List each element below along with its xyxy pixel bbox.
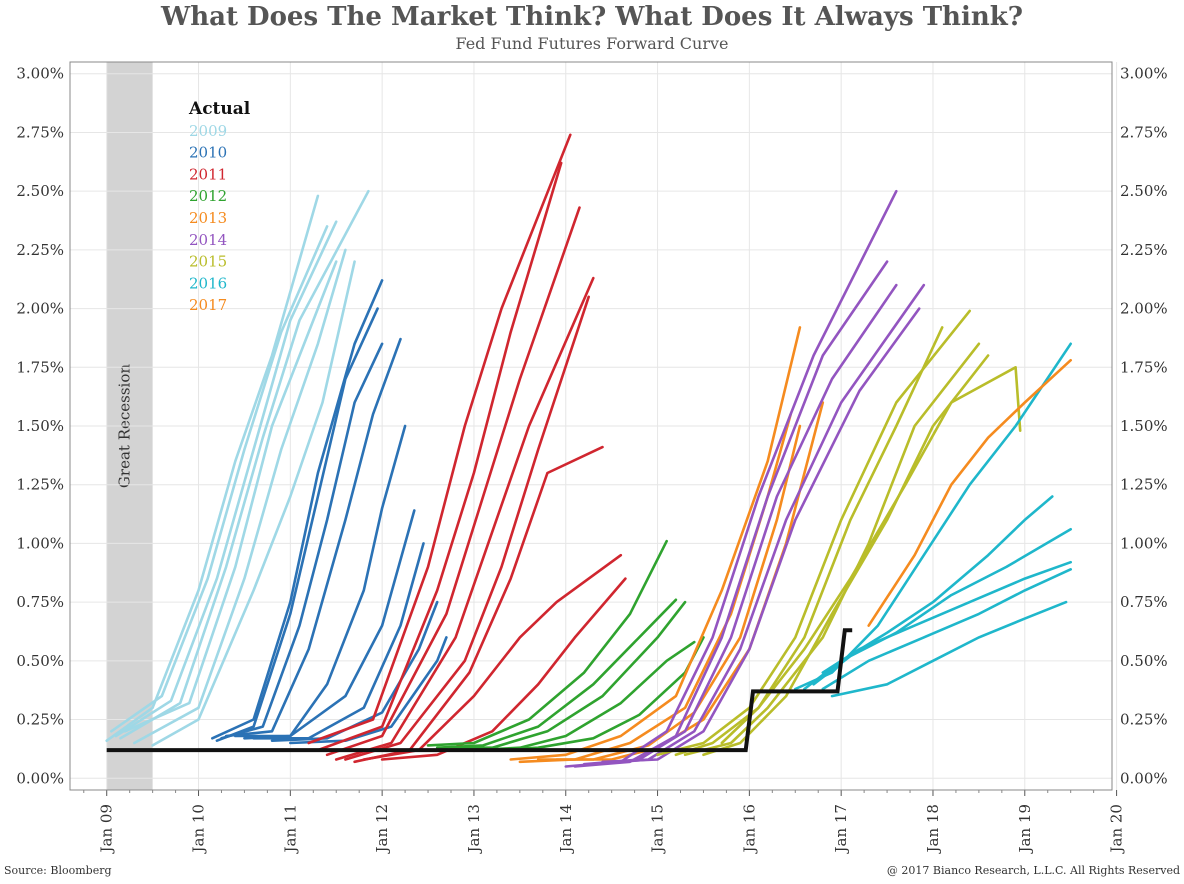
curve-2017-1 (867, 358, 1072, 627)
y-tick-label-left: 0.00% (16, 769, 64, 787)
curve-2009-4 (119, 189, 370, 740)
curve-2012-2 (435, 598, 678, 749)
curve-2010-8 (270, 600, 439, 742)
y-tick-label-right: 3.00% (1120, 65, 1168, 83)
y-tick-label-left: 1.50% (16, 417, 64, 435)
curve-2015-1 (656, 309, 971, 757)
curve-2009-7 (151, 260, 356, 747)
y-tick-label-left: 0.50% (16, 652, 64, 670)
curve-2011-4 (334, 276, 595, 761)
copyright-note: @ 2017 Bianco Research, L.L.C. All Right… (886, 864, 1180, 877)
legend-item-2009: 2009 (189, 122, 227, 140)
y-tick-label-right: 1.75% (1120, 358, 1168, 376)
x-tick-label: Jan 19 (1016, 804, 1034, 854)
y-tick-label-left: 0.75% (16, 593, 64, 611)
y-tick-label-left: 2.50% (16, 182, 64, 200)
curve-2015-5 (720, 366, 1022, 745)
x-tick-label: Jan 09 (98, 804, 116, 854)
y-tick-label-right: 0.00% (1120, 769, 1168, 787)
curve-2011-5 (344, 295, 590, 761)
x-tick-label: Jan 17 (832, 804, 850, 854)
curve-2010-2 (215, 307, 379, 742)
x-tick-label: Jan 16 (740, 804, 758, 854)
curve-2011-3 (325, 206, 581, 757)
y-tick-label-left: 1.75% (16, 358, 64, 376)
curve-2009-5 (123, 260, 338, 733)
y-tick-label-left: 0.25% (16, 711, 64, 729)
curve-2011-1 (307, 133, 572, 745)
source-note: Source: Bloomberg (4, 864, 112, 877)
curve-2015-3 (683, 342, 981, 757)
curve-2016-3 (812, 528, 1072, 686)
y-tick-label-right: 0.50% (1120, 652, 1168, 670)
y-tick-label-left: 3.00% (16, 65, 64, 83)
curve-2014-5 (601, 307, 921, 764)
curve-2016-4 (821, 560, 1072, 674)
y-tick-label-right: 1.50% (1120, 417, 1168, 435)
y-tick-label-right: 1.25% (1120, 476, 1168, 494)
y-tick-label-left: 1.25% (16, 476, 64, 494)
actual-fed-funds-line (106, 628, 853, 753)
legend-item-2010: 2010 (189, 144, 227, 162)
x-tick-label: Jan 20 (1108, 804, 1126, 854)
x-tick-label: Jan 12 (373, 804, 391, 854)
legend-item-2016: 2016 (189, 274, 227, 292)
curve-2010-3 (220, 342, 384, 740)
x-tick-label: Jan 10 (190, 804, 208, 854)
legend-item-2012: 2012 (189, 187, 227, 205)
x-tick-label: Jan 15 (649, 804, 667, 854)
curve-2009-3 (114, 220, 338, 738)
y-tick-label-left: 2.75% (16, 123, 64, 141)
y-tick-label-left: 1.00% (16, 534, 64, 552)
curve-2012-3 (454, 600, 687, 749)
curve-2010-7 (252, 542, 425, 740)
curve-2015-4 (702, 354, 990, 757)
y-tick-label-right: 0.25% (1120, 711, 1168, 729)
y-tick-label-right: 2.25% (1120, 241, 1168, 259)
legend-item-2014: 2014 (189, 231, 227, 249)
legend-item-2013: 2013 (189, 209, 227, 227)
curve-2016-1 (794, 342, 1072, 691)
curve-2010-9 (289, 636, 448, 745)
x-tick-label: Jan 13 (465, 804, 483, 854)
y-tick-label-left: 2.00% (16, 300, 64, 318)
curve-2013-1 (509, 326, 802, 761)
curve-2011-2 (316, 161, 563, 752)
curve-2010-4 (224, 337, 402, 738)
curve-2015-2 (674, 326, 944, 757)
curve-2010-6 (243, 509, 416, 740)
chart-title: What Does The Market Think? What Does It… (161, 2, 1023, 32)
curve-2009-2 (110, 225, 329, 733)
curve-2011-7 (362, 553, 623, 761)
legend-item-2011: 2011 (189, 165, 227, 183)
chart-subtitle: Fed Fund Futures Forward Curve (455, 34, 729, 53)
curve-2009-6 (133, 248, 347, 745)
curve-2016-5 (821, 568, 1072, 691)
x-tick-label: Jan 14 (557, 804, 575, 854)
y-tick-label-right: 2.75% (1120, 123, 1168, 141)
legend-item-actual: Actual (188, 99, 251, 119)
y-tick-label-right: 2.50% (1120, 182, 1168, 200)
legend-item-2015: 2015 (189, 253, 227, 271)
y-tick-label-right: 1.00% (1120, 534, 1168, 552)
y-tick-label-left: 2.25% (16, 241, 64, 259)
x-tick-label: Jan 18 (924, 804, 942, 854)
curve-2016-6 (830, 600, 1068, 698)
y-tick-label-right: 2.00% (1120, 300, 1168, 318)
y-tick-label-right: 0.75% (1120, 593, 1168, 611)
curve-2012-1 (426, 539, 668, 747)
curve-2014-2 (573, 260, 889, 768)
fed-funds-chart: Great Recession 0.00% 0.00%0.25% 0.25%0.50… (16, 61, 1168, 854)
plot-frame (69, 61, 1113, 791)
curve-2010-1 (211, 279, 384, 740)
curve-2011-8 (380, 577, 627, 761)
x-tick-label: Jan 11 (281, 804, 299, 854)
legend-item-2017: 2017 (189, 296, 227, 314)
curve-2009-1 (105, 194, 320, 742)
